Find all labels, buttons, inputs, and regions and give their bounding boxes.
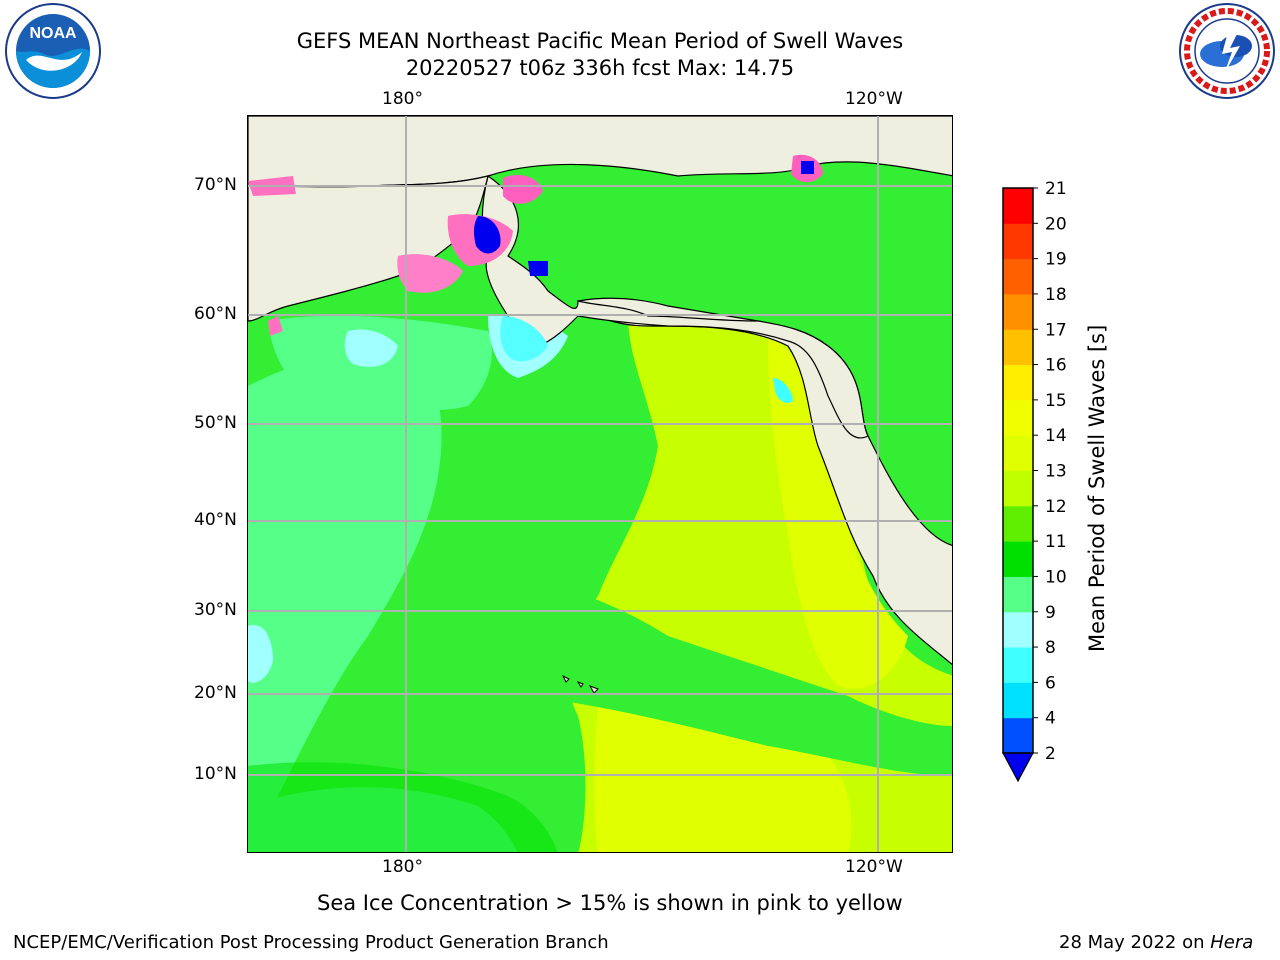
colorbar-tick-label: 11 — [1045, 532, 1067, 552]
low-period-bristol-bay — [500, 316, 548, 362]
colorbar: 2 4 6 8 9 10 11 12 13 14 15 16 17 18 19 20 21 — [1001, 180, 1067, 783]
colorbar-swatch — [1003, 223, 1033, 260]
lon-label-top-120w: 120°W — [845, 89, 903, 109]
colorbar-swatch — [1003, 399, 1033, 436]
colorbar-tick-label: 19 — [1045, 250, 1067, 270]
footer-date: 28 May 2022 on Hera — [1059, 932, 1253, 953]
colorbar-swatch — [1003, 611, 1033, 648]
colorbar-swatch — [1003, 188, 1033, 224]
colorbar-tick-label: 12 — [1045, 497, 1067, 517]
colorbar-swatch — [1003, 647, 1033, 683]
lon-label-bottom-180: 180° — [382, 857, 423, 877]
graticule — [248, 116, 952, 852]
colorbar-swatch — [1003, 505, 1033, 542]
colorbar-title: Mean Period of Swell Waves [s] — [1085, 324, 1109, 652]
colorbar-swatch — [1003, 258, 1033, 295]
colorbar-swatch — [1003, 435, 1033, 471]
sea-ice-gulf-of-anadyr-edge — [268, 316, 283, 336]
colorbar-tick-label: 16 — [1045, 356, 1067, 376]
footer-host: Hera — [1210, 932, 1254, 953]
colorbar-tick-label: 13 — [1045, 462, 1067, 482]
lat-label-10n: 10°N — [194, 764, 237, 784]
lat-label-70n: 70°N — [194, 175, 237, 195]
colorbar-tick-label: 2 — [1045, 744, 1056, 764]
sea-ice-anadyr — [397, 254, 463, 293]
colorbar-tick-label: 9 — [1045, 603, 1056, 623]
chart-title-line-2: 20220527 t06z 336h fcst Max: 14.75 — [405, 56, 795, 80]
lat-label-20n: 20°N — [194, 683, 237, 703]
lon-label-bottom-120w: 120°W — [845, 857, 903, 877]
colorbar-tick-label: 6 — [1045, 673, 1056, 693]
colorbar-swatch — [1003, 364, 1033, 401]
colorbar-swatch — [1003, 293, 1033, 330]
swell-region-10-11s-south — [248, 762, 558, 852]
lat-label-60n: 60°N — [194, 304, 237, 324]
low-period-se-alaska-coast — [773, 378, 793, 403]
colorbar-underflow-arrow — [1001, 752, 1035, 783]
colorbar-tick-label: 21 — [1045, 180, 1067, 199]
noaa-logo: NOAA — [5, 3, 101, 99]
colorbar-tick-label: 20 — [1045, 214, 1067, 234]
swell-region-9-10s-west — [248, 350, 442, 852]
colorbar-tick-label: 8 — [1045, 638, 1056, 658]
colorbar-swatch — [1003, 717, 1033, 754]
land-hawaii — [561, 674, 599, 694]
lat-label-50n: 50°N — [194, 413, 237, 433]
chart-title-line-1: GEFS MEAN Northeast Pacific Mean Period … — [296, 29, 904, 53]
nws-logo — [1179, 3, 1275, 99]
colorbar-tick-label: 4 — [1045, 709, 1056, 729]
colorbar-swatch — [1003, 541, 1033, 577]
swell-region-11-12s-central — [428, 578, 952, 776]
colorbar-swatch — [1003, 470, 1033, 507]
swell-region-8-9s-patch-2 — [248, 625, 273, 683]
low-period-bering — [473, 216, 501, 254]
colorbar-swatch — [1003, 329, 1033, 366]
map-canvas — [248, 116, 952, 852]
swell-region-8-9s-patch-1 — [344, 329, 398, 367]
low-period-norton-sound — [528, 261, 548, 276]
sea-ice-chukchi-sea — [503, 174, 543, 204]
sea-ice-note: Sea Ice Concentration > 15% is shown in … — [317, 891, 903, 915]
colorbar-tick-label: 10 — [1045, 567, 1067, 587]
lon-label-top-180: 180° — [382, 89, 423, 109]
map-panel — [247, 115, 953, 853]
colorbar-tick-label: 15 — [1045, 391, 1067, 411]
low-period-beaufort — [801, 161, 814, 174]
colorbar-swatch — [1003, 682, 1033, 719]
noaa-logo-text: NOAA — [29, 25, 77, 42]
footer-date-text: 28 May 2022 on — [1059, 932, 1211, 953]
footer-credit: NCEP/EMC/Verification Post Processing Pr… — [13, 932, 609, 953]
colorbar-tick-label: 18 — [1045, 285, 1067, 305]
lat-label-30n: 30°N — [194, 600, 237, 620]
colorbar-tick-label: 17 — [1045, 320, 1067, 340]
colorbar-tick-label: 14 — [1045, 426, 1067, 446]
colorbar-swatch — [1003, 576, 1033, 613]
lat-label-40n: 40°N — [194, 510, 237, 530]
